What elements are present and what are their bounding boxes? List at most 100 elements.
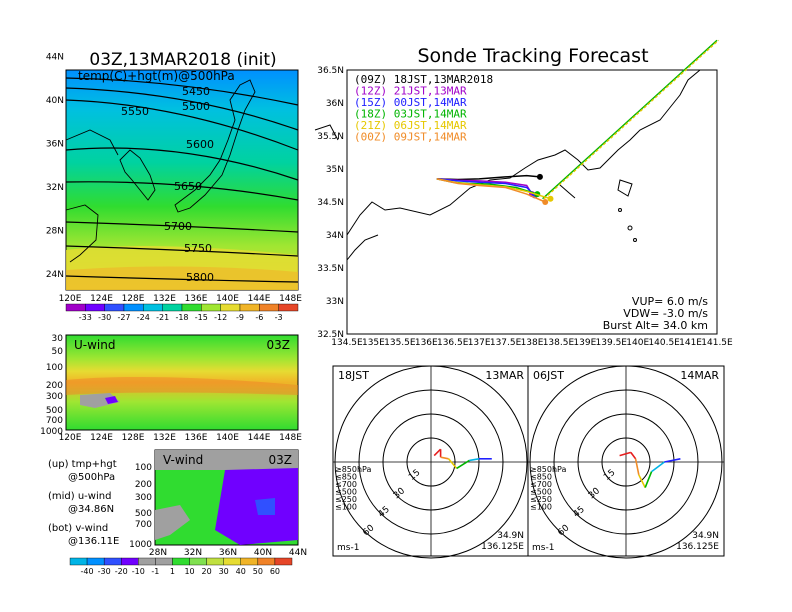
y-tick-label: 40N xyxy=(46,96,64,106)
colorbar-label: 40 xyxy=(236,567,246,576)
location-lat: 34.9N xyxy=(692,531,719,541)
contour-labels: 5450 5500 5550 5600 5650 5700 5750 5800 xyxy=(121,85,214,284)
hodograph-trace xyxy=(433,448,442,457)
colorbar-label: -18 xyxy=(175,313,188,322)
contour-line xyxy=(65,87,299,131)
x-tick-label: 137E xyxy=(468,338,491,348)
colorbar-cell xyxy=(123,303,144,312)
hodograph-time: 18JST xyxy=(338,369,369,382)
contour-line xyxy=(65,245,299,257)
colorbar-cell xyxy=(65,303,86,312)
y-tick-label: 100 xyxy=(135,463,152,473)
u-wind-time: 03Z xyxy=(267,338,291,352)
track-x-ticks: 134.5E 135E 135.5E 136E 136.5E 137E 137.5E 138E… xyxy=(331,338,733,348)
track-end-marker xyxy=(542,199,549,205)
shikoku-coast xyxy=(346,234,379,261)
hodograph-trace xyxy=(469,458,480,462)
colorbar-label: 1 xyxy=(170,567,175,576)
colorbar-cell xyxy=(143,303,163,312)
colorbar-cell xyxy=(278,303,299,312)
contour-line xyxy=(65,147,299,181)
y-tick-label: 24N xyxy=(46,270,64,280)
colorbar-cell xyxy=(239,303,260,312)
colorbar-cell xyxy=(104,303,125,312)
y-tick-label: 100 xyxy=(46,363,63,373)
u-negative xyxy=(105,396,118,404)
y-tick-label: 200 xyxy=(46,381,63,391)
colorbar-label: -20 xyxy=(115,567,128,576)
island xyxy=(618,208,622,212)
v-wind-time: 03Z xyxy=(269,453,293,467)
location-lon: 136.125E xyxy=(676,542,719,552)
izu-coast xyxy=(559,184,576,199)
legend-entry: (12Z) 21JST,13MAR xyxy=(354,85,467,98)
y-tick-label: 35N xyxy=(326,165,344,175)
china-coast xyxy=(65,204,99,263)
vup-note: VUP= 6.0 m/s xyxy=(632,295,708,308)
units-label: ms-1 xyxy=(532,543,554,553)
y-tick-label: 28N xyxy=(46,227,64,237)
x-tick-label: 36N xyxy=(219,548,237,558)
island xyxy=(633,238,637,242)
colorbar-cell xyxy=(201,303,221,312)
y-tick-label: 50 xyxy=(52,347,64,357)
contour-line xyxy=(65,77,299,106)
y-tick-label: 300 xyxy=(46,392,63,402)
level-label: ≤850 xyxy=(335,473,357,482)
hodograph-time: 06JST xyxy=(533,369,564,382)
colorbar-cell xyxy=(223,557,241,566)
y-tick-label: 500 xyxy=(135,509,152,519)
temp-y-ticks: 24N 28N 32N 36N 40N 44N xyxy=(46,53,64,281)
location-lon: 136.125E xyxy=(481,542,524,552)
y-tick-label: 36N xyxy=(326,99,344,109)
panel-legend-line: @34.86N xyxy=(68,504,114,515)
colorbar-label: 20 xyxy=(202,567,212,576)
x-tick-label: 132E xyxy=(153,433,176,443)
extended-track xyxy=(542,39,718,200)
v-x-ticks: 28N 32N 36N 40N 44N xyxy=(149,548,307,558)
x-tick-label: 128E xyxy=(122,433,145,443)
level-label: ≤700 xyxy=(335,480,357,489)
hodograph-trace xyxy=(664,458,681,463)
y-tick-label: 34N xyxy=(326,231,344,241)
hodograph-trace xyxy=(456,459,470,470)
colorbar-label: -6 xyxy=(255,313,263,322)
x-tick-label: 120E xyxy=(59,433,82,443)
honshu-coast xyxy=(346,69,701,236)
colorbar-label: -1 xyxy=(151,567,159,576)
y-tick-label: 32.5N xyxy=(317,330,344,340)
v-negative-core xyxy=(255,498,275,515)
u-x-ticks: 120E 124E 128E 132E 136E 140E 144E 148E xyxy=(59,433,303,443)
tracking-title: Sonde Tracking Forecast xyxy=(417,45,648,67)
colorbar-label: -40 xyxy=(81,567,94,576)
hgt-contours xyxy=(65,77,299,283)
tracking-coastline xyxy=(314,69,701,261)
temp-map: temp(C)+hgt(m)@500hPa 5450 5500 5550 5600 56… xyxy=(46,53,302,323)
level-label: ≤250 xyxy=(335,495,357,504)
colorbar-label: -30 xyxy=(98,313,111,322)
x-tick-label: 137.5E xyxy=(490,338,522,348)
legend-entry: (21Z) 06JST,14MAR xyxy=(354,119,467,132)
contour-label: 5800 xyxy=(186,271,214,284)
x-tick-label: 139E xyxy=(573,338,596,348)
hodograph-trace xyxy=(634,458,640,475)
track-series xyxy=(436,173,554,205)
hodograph-trace xyxy=(619,451,632,457)
colorbar-label: -21 xyxy=(156,313,169,322)
x-tick-label: 136E xyxy=(185,294,208,304)
colorbar-cell xyxy=(138,557,156,566)
y-tick-label: 300 xyxy=(135,493,152,503)
y-tick-label: 200 xyxy=(135,480,152,490)
colorbar-label: -30 xyxy=(98,567,111,576)
y-tick-label: 32N xyxy=(46,183,64,193)
track-y-ticks: 32.5N 33N 33.5N 34N 34.5N 35N 35.5N 36N 36.5N xyxy=(317,66,344,340)
colorbar-label: -3 xyxy=(275,313,283,322)
legend-entry: (15Z) 00JST,14MAR xyxy=(354,96,467,109)
y-tick-label: 33N xyxy=(326,297,344,307)
x-tick-label: 134.5E xyxy=(331,338,363,348)
x-tick-label: 138E xyxy=(521,338,544,348)
x-tick-label: 148E xyxy=(279,433,302,443)
